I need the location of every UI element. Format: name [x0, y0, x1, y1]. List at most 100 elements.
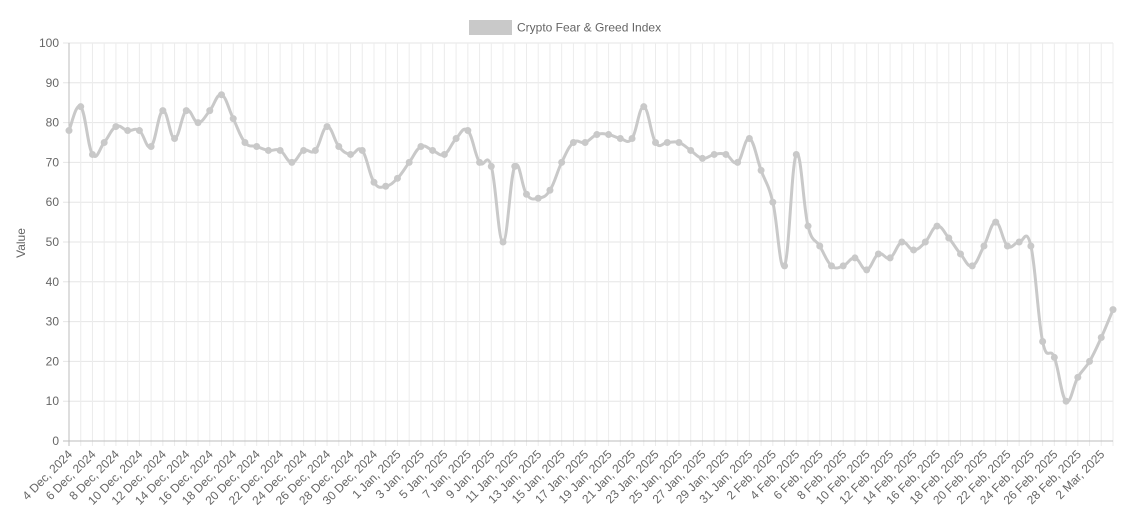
data-point[interactable] — [722, 150, 730, 158]
data-point[interactable] — [382, 182, 390, 190]
data-point[interactable] — [194, 119, 202, 127]
data-point[interactable] — [335, 142, 343, 150]
data-point[interactable] — [816, 242, 824, 250]
legend-swatch[interactable] — [469, 20, 512, 35]
data-point[interactable] — [264, 146, 272, 154]
data-point[interactable] — [945, 234, 953, 242]
y-tick-label: 0 — [52, 434, 59, 448]
data-point[interactable] — [1086, 357, 1094, 365]
data-point[interactable] — [112, 123, 120, 131]
data-point[interactable] — [980, 242, 988, 250]
data-point[interactable] — [253, 142, 261, 150]
data-point[interactable] — [933, 222, 941, 230]
data-point[interactable] — [276, 146, 284, 154]
data-point[interactable] — [499, 238, 507, 246]
data-point[interactable] — [487, 162, 495, 170]
data-point[interactable] — [851, 254, 859, 262]
data-point[interactable] — [464, 127, 472, 135]
data-point[interactable] — [1027, 242, 1035, 250]
data-point[interactable] — [393, 174, 401, 182]
data-point[interactable] — [804, 222, 812, 230]
data-point[interactable] — [534, 194, 542, 202]
data-point[interactable] — [405, 158, 413, 166]
data-point[interactable] — [792, 150, 800, 158]
data-point[interactable] — [757, 166, 765, 174]
data-point[interactable] — [769, 198, 777, 206]
data-point[interactable] — [921, 238, 929, 246]
data-point[interactable] — [440, 150, 448, 158]
y-tick-label: 60 — [46, 195, 60, 209]
data-point[interactable] — [957, 250, 965, 258]
data-point[interactable] — [229, 115, 237, 123]
data-point[interactable] — [124, 127, 132, 135]
data-point[interactable] — [569, 139, 577, 146]
data-point[interactable] — [558, 158, 566, 166]
data-point[interactable] — [698, 154, 706, 162]
data-point[interactable] — [147, 142, 155, 150]
data-point[interactable] — [781, 262, 789, 270]
data-point[interactable] — [522, 190, 530, 198]
data-point[interactable] — [429, 146, 437, 154]
legend[interactable]: Crypto Fear & Greed Index — [469, 20, 661, 35]
data-point[interactable] — [593, 131, 601, 139]
data-point[interactable] — [968, 262, 976, 270]
data-point[interactable] — [135, 127, 143, 135]
data-point[interactable] — [1015, 238, 1023, 246]
data-point[interactable] — [88, 150, 96, 158]
data-point[interactable] — [182, 107, 190, 115]
data-point[interactable] — [323, 123, 331, 131]
legend-label[interactable]: Crypto Fear & Greed Index — [517, 21, 661, 35]
data-point[interactable] — [605, 131, 613, 139]
data-point[interactable] — [675, 139, 683, 146]
data-point[interactable] — [863, 266, 871, 274]
data-point[interactable] — [992, 218, 1000, 226]
data-point[interactable] — [300, 146, 308, 154]
data-point[interactable] — [640, 103, 648, 111]
data-point[interactable] — [745, 135, 753, 143]
data-point[interactable] — [616, 135, 624, 143]
data-point[interactable] — [417, 142, 425, 150]
data-point[interactable] — [710, 150, 718, 158]
data-point[interactable] — [1039, 338, 1047, 345]
data-point[interactable] — [171, 135, 179, 143]
data-point[interactable] — [581, 139, 589, 146]
y-tick-label: 100 — [39, 36, 59, 50]
data-point[interactable] — [511, 162, 519, 170]
data-point[interactable] — [1003, 242, 1011, 250]
data-point[interactable] — [241, 139, 249, 146]
data-point[interactable] — [874, 250, 882, 258]
data-point[interactable] — [628, 135, 636, 143]
data-point[interactable] — [663, 139, 671, 146]
y-tick-label: 10 — [46, 394, 60, 408]
data-point[interactable] — [311, 146, 319, 154]
data-point[interactable] — [898, 238, 906, 246]
data-point[interactable] — [1074, 373, 1082, 381]
data-point[interactable] — [159, 107, 167, 115]
data-point[interactable] — [288, 158, 296, 166]
data-point[interactable] — [347, 150, 355, 158]
data-point[interactable] — [1062, 397, 1070, 405]
data-point[interactable] — [358, 146, 366, 154]
data-point[interactable] — [910, 246, 918, 254]
data-point[interactable] — [370, 178, 378, 186]
data-point[interactable] — [687, 146, 695, 154]
data-point[interactable] — [452, 135, 460, 143]
data-point[interactable] — [827, 262, 835, 270]
data-point[interactable] — [77, 103, 85, 111]
data-point[interactable] — [476, 158, 484, 166]
data-point[interactable] — [734, 158, 742, 166]
data-point[interactable] — [839, 262, 847, 270]
data-point[interactable] — [886, 254, 894, 262]
y-tick-label: 50 — [46, 235, 60, 249]
data-point[interactable] — [1097, 334, 1105, 342]
data-point[interactable] — [1050, 353, 1058, 361]
data-point[interactable] — [100, 139, 108, 146]
data-point[interactable] — [206, 107, 214, 115]
data-point[interactable] — [1109, 306, 1117, 314]
data-point[interactable] — [65, 127, 73, 135]
data-point[interactable] — [546, 186, 554, 194]
data-point[interactable] — [217, 91, 225, 99]
data-point[interactable] — [652, 139, 660, 146]
